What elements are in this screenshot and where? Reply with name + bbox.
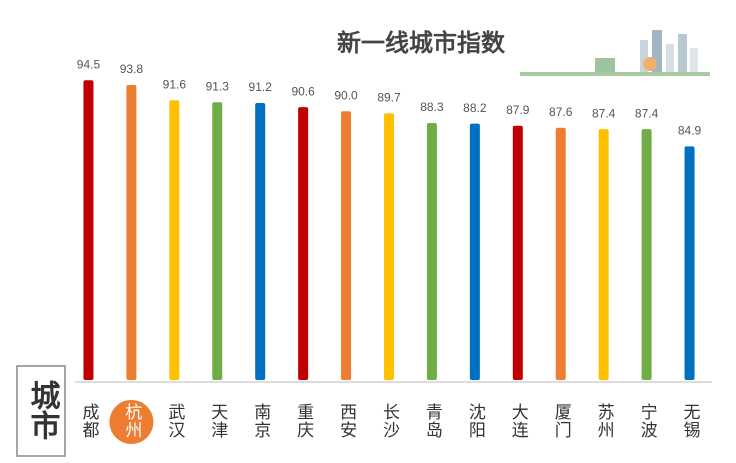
value-label: 87.9	[506, 103, 530, 117]
bar	[212, 102, 223, 381]
x-tick-label: 青岛	[422, 403, 442, 439]
x-tick-label: 杭州	[121, 403, 142, 439]
value-label: 87.4	[635, 106, 659, 120]
value-label: 87.6	[549, 105, 573, 119]
bar	[469, 123, 480, 380]
x-tick-label: 天津	[207, 403, 228, 439]
bar	[598, 129, 609, 380]
bar	[255, 102, 266, 380]
highlight-circle	[109, 400, 154, 444]
x-tick-label: 武汉	[164, 403, 185, 439]
x-label-box	[16, 365, 66, 457]
bar	[684, 146, 695, 380]
bar	[126, 85, 137, 380]
bar	[555, 127, 566, 380]
x-tick-label: 无锡	[680, 403, 701, 439]
bar	[341, 111, 352, 380]
x-axis-label: 城市	[25, 380, 61, 440]
value-label: 91.6	[163, 77, 187, 91]
value-label: 91.2	[249, 80, 273, 94]
bar	[83, 80, 94, 380]
value-label: 91.3	[206, 79, 230, 93]
x-tick-label: 苏州	[594, 403, 615, 439]
bar	[426, 122, 437, 380]
value-label: 89.7	[377, 90, 401, 104]
bar	[641, 129, 652, 380]
x-tick-label: 长沙	[379, 403, 400, 439]
bar	[298, 107, 309, 381]
value-label: 87.4	[592, 106, 616, 120]
x-tick-label: 大连	[508, 403, 529, 439]
value-label: 94.5	[77, 57, 101, 71]
value-label: 90.6	[291, 84, 315, 98]
bar	[384, 113, 394, 380]
x-tick-label: 沈阳	[465, 403, 486, 439]
chart-title: 新一线城市指数	[337, 29, 506, 57]
value-label: 90.0	[334, 88, 358, 102]
x-tick-label: 厦门	[551, 403, 572, 439]
value-label: 93.8	[120, 62, 144, 76]
bar	[512, 125, 523, 380]
title-decoration	[520, 30, 710, 76]
bar	[169, 100, 180, 380]
value-label: 88.3	[420, 100, 444, 114]
value-label: 88.2	[463, 101, 487, 115]
x-tick-label: 宁波	[637, 403, 658, 439]
value-label: 84.9	[678, 124, 702, 138]
x-tick-label: 西安	[336, 403, 356, 439]
x-tick-label: 南京	[250, 403, 271, 439]
x-tick-label: 成都	[78, 403, 99, 439]
x-tick-label: 重庆	[293, 403, 314, 439]
